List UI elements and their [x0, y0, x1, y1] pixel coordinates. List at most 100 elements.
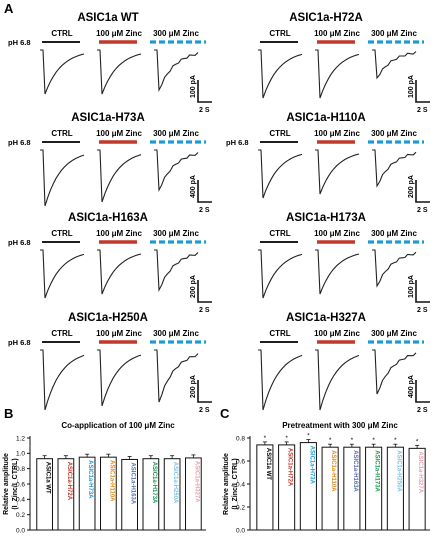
- ph-label: pH 6.8: [8, 38, 31, 47]
- panel-title: ASIC1a-H110A: [286, 112, 365, 124]
- significance-mark: *: [394, 437, 397, 444]
- panel-title: ASIC1a-H173A: [286, 212, 366, 224]
- condition-label: 100 μM Zinc: [96, 329, 142, 338]
- bar-category-label: ASIC1a-H73A: [308, 446, 314, 485]
- current-trace: [40, 249, 85, 299]
- y-tick-label: 0.4: [16, 497, 25, 504]
- y-tick-label: 0.8: [236, 435, 245, 442]
- condition-label: 100 μM Zinc: [314, 329, 360, 338]
- current-panel-7: ASIC1a-H327A CTRL 100 μM Zinc 300 μM Zinc 40…: [258, 312, 430, 414]
- bar-category-label: ASIC1a WT: [45, 462, 51, 494]
- current-trace: [154, 49, 199, 93]
- scale-time: 2 S: [417, 107, 428, 114]
- current-trace: [315, 349, 360, 411]
- condition-label: 300 μM Zinc: [371, 29, 417, 38]
- bar-category-label: ASIC1a-H163A: [130, 462, 136, 504]
- ph-label: pH 6.8: [8, 238, 31, 247]
- scale-amplitude: 200 pA: [190, 375, 197, 398]
- panel-title: ASIC1a-H163A: [68, 212, 148, 224]
- current-panel-2: ASIC1a-H73A CTRL 100 μM Zinc 300 μM Zinc pH …: [8, 112, 212, 214]
- bar-category-label: ASIC1a-H72A: [66, 462, 72, 501]
- condition-label: 100 μM Zinc: [96, 129, 142, 138]
- y-tick-label: 0.2: [236, 504, 245, 511]
- panel-title: ASIC1a-H73A: [71, 112, 145, 124]
- current-trace: [372, 49, 417, 80]
- y-tick-label: 0.6: [236, 458, 245, 465]
- ph-label: pH 6.8: [226, 138, 249, 147]
- current-trace: [97, 249, 142, 295]
- current-trace: [372, 349, 417, 395]
- panel-title: ASIC1a-H72A: [289, 12, 363, 24]
- current-trace: [154, 149, 199, 193]
- condition-label: 300 μM Zinc: [371, 129, 417, 138]
- scale-amplitude: 100 pA: [190, 75, 197, 98]
- scale-time: 2 S: [199, 407, 210, 414]
- condition-label: 100 μM Zinc: [314, 229, 360, 238]
- significance-mark: *: [329, 437, 332, 444]
- current-trace: [40, 149, 85, 207]
- significance-mark: *: [264, 435, 267, 442]
- condition-label: 300 μM Zinc: [371, 329, 417, 338]
- current-trace: [97, 149, 142, 203]
- current-trace: [154, 349, 199, 403]
- chart-title: Co-application of 100 μM Zinc: [61, 421, 175, 430]
- current-panel-6: ASIC1a-H250A CTRL 100 μM Zinc 300 μM Zinc pH…: [8, 312, 212, 414]
- significance-mark: *: [285, 435, 288, 442]
- bar-chart-1: Pretreatment with 300 μM Zinc 0.0 0.2 0.4 0.…: [223, 421, 430, 534]
- condition-label: 100 μM Zinc: [314, 29, 360, 38]
- current-panel-0: ASIC1a WT CTRL 100 μM Zinc 300 μM Zinc pH 6.…: [8, 12, 212, 114]
- bar-category-label: ASIC1a-H73A: [87, 460, 93, 499]
- condition-label: 100 μM Zinc: [96, 229, 142, 238]
- bar-category-label: ASIC1a-H250A: [395, 450, 401, 492]
- current-trace: [40, 349, 85, 411]
- current-trace: [258, 249, 303, 299]
- bar-category-label: ASIC1a-H110A: [330, 450, 336, 492]
- condition-label: CTRL: [51, 329, 72, 338]
- current-trace: [97, 349, 142, 407]
- condition-label: CTRL: [51, 29, 72, 38]
- significance-mark: *: [351, 437, 354, 444]
- current-panel-1: ASIC1a-H72A CTRL 100 μM Zinc 300 μM Zinc 100…: [258, 12, 430, 114]
- ph-label: pH 6.8: [8, 138, 31, 147]
- scale-bar: [197, 380, 212, 403]
- ph-label: pH 6.8: [8, 338, 31, 347]
- current-trace: [315, 49, 360, 99]
- condition-label: 300 μM Zinc: [371, 229, 417, 238]
- y-axis-sublabel: (I_Zinc/I_CTRL): [232, 458, 239, 509]
- bar-category-label: ASIC1a-H327A: [193, 461, 199, 503]
- significance-mark: *: [416, 438, 419, 445]
- condition-label: 100 μM Zinc: [314, 129, 360, 138]
- y-tick-label: 0.0: [236, 527, 245, 534]
- bar-category-label: ASIC1a-H173A: [374, 450, 380, 492]
- panel-title: ASIC1a WT: [77, 12, 138, 24]
- current-trace: [315, 249, 360, 295]
- condition-label: CTRL: [269, 129, 290, 138]
- significance-mark: *: [307, 433, 310, 440]
- condition-label: 300 μM Zinc: [153, 229, 199, 238]
- bar-category-label: ASIC1a-H110A: [108, 460, 114, 502]
- current-trace: [258, 349, 303, 411]
- y-tick-label: 0.6: [16, 481, 25, 488]
- scale-bar: [415, 380, 430, 403]
- scale-amplitude: 100 pA: [408, 275, 415, 298]
- current-trace: [40, 49, 85, 95]
- y-axis-label: Relative amplitude: [223, 453, 230, 515]
- current-trace: [372, 249, 417, 288]
- bar-category-label: ASIC1a-H72A: [287, 448, 293, 487]
- y-tick-label: 1.0: [16, 451, 25, 458]
- condition-label: 100 μM Zinc: [96, 29, 142, 38]
- current-trace: [258, 49, 303, 99]
- scale-bar: [197, 180, 212, 203]
- panel-letter-A: A: [4, 1, 14, 16]
- y-tick-label: 1.2: [16, 435, 25, 442]
- panel-letter-B: B: [4, 406, 13, 421]
- current-panel-5: ASIC1a-H173A CTRL 100 μM Zinc 300 μM Zinc 10…: [258, 212, 430, 314]
- condition-label: 300 μM Zinc: [153, 129, 199, 138]
- y-tick-label: 0.2: [16, 512, 25, 519]
- scale-time: 2 S: [417, 407, 428, 414]
- current-trace: [258, 149, 303, 199]
- current-trace: [372, 149, 417, 188]
- condition-label: CTRL: [51, 129, 72, 138]
- bar-chart-0: Co-application of 100 μM Zinc 0.0 0.2 0.4 0.…: [3, 421, 206, 534]
